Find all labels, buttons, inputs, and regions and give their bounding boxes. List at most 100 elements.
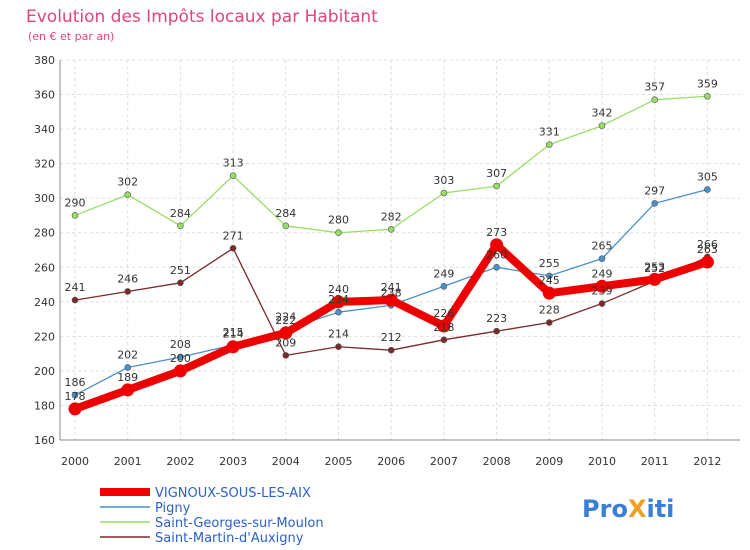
logo-letter: X [628, 495, 647, 523]
data-point [437, 319, 451, 333]
data-point [387, 346, 395, 354]
data-label: 302 [117, 176, 138, 189]
data-label: 266 [697, 238, 718, 251]
x-tick-label: 2006 [377, 455, 405, 468]
y-tick-label: 280 [34, 227, 55, 240]
data-point [595, 279, 609, 293]
data-point [704, 186, 711, 193]
data-point [335, 229, 342, 237]
data-label: 303 [433, 174, 454, 187]
data-point [332, 295, 345, 309]
data-point [440, 189, 448, 197]
data-label: 215 [223, 326, 244, 339]
data-label: 305 [697, 171, 718, 184]
data-label: 252 [644, 262, 665, 275]
data-label: 241 [381, 281, 402, 294]
data-label: 189 [117, 371, 138, 384]
data-label: 246 [117, 272, 138, 285]
y-tick-label: 320 [34, 158, 55, 171]
y-tick-label: 340 [34, 123, 55, 136]
x-tick-label: 2000 [61, 455, 89, 468]
data-point [490, 238, 504, 252]
data-label: 271 [223, 229, 244, 242]
data-point [335, 343, 342, 351]
plot-background [60, 60, 740, 440]
logo-letter: t [655, 495, 666, 523]
data-label: 284 [275, 207, 296, 220]
data-point [493, 327, 500, 335]
logo-letter: o [611, 495, 628, 523]
data-label: 214 [223, 328, 244, 341]
data-label: 253 [644, 260, 665, 273]
data-label: 212 [381, 331, 402, 344]
data-label: 186 [65, 376, 86, 389]
data-point [493, 263, 500, 271]
x-tick-label: 2005 [325, 455, 353, 468]
data-point [229, 172, 237, 180]
data-point [700, 255, 714, 269]
data-point [121, 383, 135, 397]
data-label: 241 [65, 281, 86, 294]
x-tick-label: 2004 [272, 455, 300, 468]
data-point [279, 326, 293, 340]
data-point [71, 212, 79, 219]
data-label: 200 [170, 352, 191, 365]
data-label: 255 [539, 257, 560, 270]
y-tick-label: 180 [34, 399, 55, 412]
data-point [545, 272, 553, 280]
legend-label: VIGNOUX-SOUS-LES-AIX [155, 486, 311, 501]
data-label: 284 [170, 207, 191, 220]
legend-label: Saint-Georges-sur-Moulon [155, 516, 324, 531]
x-tick-label: 2009 [535, 455, 563, 468]
data-point [282, 222, 290, 230]
data-point [71, 391, 79, 399]
data-label: 222 [275, 314, 296, 327]
data-point [124, 288, 131, 295]
data-label: 228 [539, 304, 560, 317]
y-tick-label: 260 [34, 261, 55, 274]
chart-title: Evolution des Impôts locaux par Habitant [26, 7, 378, 27]
data-label: 239 [592, 285, 613, 298]
data-point [598, 300, 606, 307]
data-point [440, 282, 448, 290]
data-label: 265 [592, 240, 613, 253]
data-point [124, 364, 131, 371]
x-tick-label: 2007 [430, 455, 458, 468]
data-label: 234 [328, 293, 349, 306]
data-label: 209 [275, 336, 296, 349]
data-point [68, 402, 82, 416]
logo-letter: i [646, 495, 654, 523]
data-point [71, 296, 79, 304]
data-point [177, 222, 184, 230]
data-label: 260 [486, 248, 507, 261]
y-tick-label: 360 [34, 89, 55, 102]
data-label: 331 [539, 126, 560, 139]
x-tick-label: 2012 [693, 455, 721, 468]
x-tick-label: 2010 [588, 455, 616, 468]
data-point [648, 272, 662, 286]
data-point [124, 191, 131, 199]
data-point [651, 96, 659, 104]
data-point [177, 279, 184, 287]
data-label: 202 [117, 348, 138, 361]
data-point [384, 293, 398, 307]
data-label: 178 [65, 390, 86, 403]
x-tick-label: 2011 [641, 455, 669, 468]
data-label: 249 [433, 267, 454, 280]
logo-letter: P [582, 495, 600, 523]
data-point [545, 141, 553, 148]
data-label: 224 [275, 310, 296, 323]
data-label: 357 [644, 81, 665, 94]
data-point [229, 244, 237, 252]
legend-label: Saint-Martin-d'Auxigny [155, 531, 304, 546]
chart-subtitle: (en € et par an) [28, 30, 114, 43]
data-label: 238 [381, 286, 402, 299]
data-point [545, 319, 553, 326]
data-point [282, 352, 290, 359]
data-point [493, 182, 500, 190]
x-tick-label: 2001 [114, 455, 142, 468]
x-tick-label: 2002 [166, 455, 194, 468]
y-tick-label: 200 [34, 365, 55, 378]
data-point [387, 225, 395, 233]
